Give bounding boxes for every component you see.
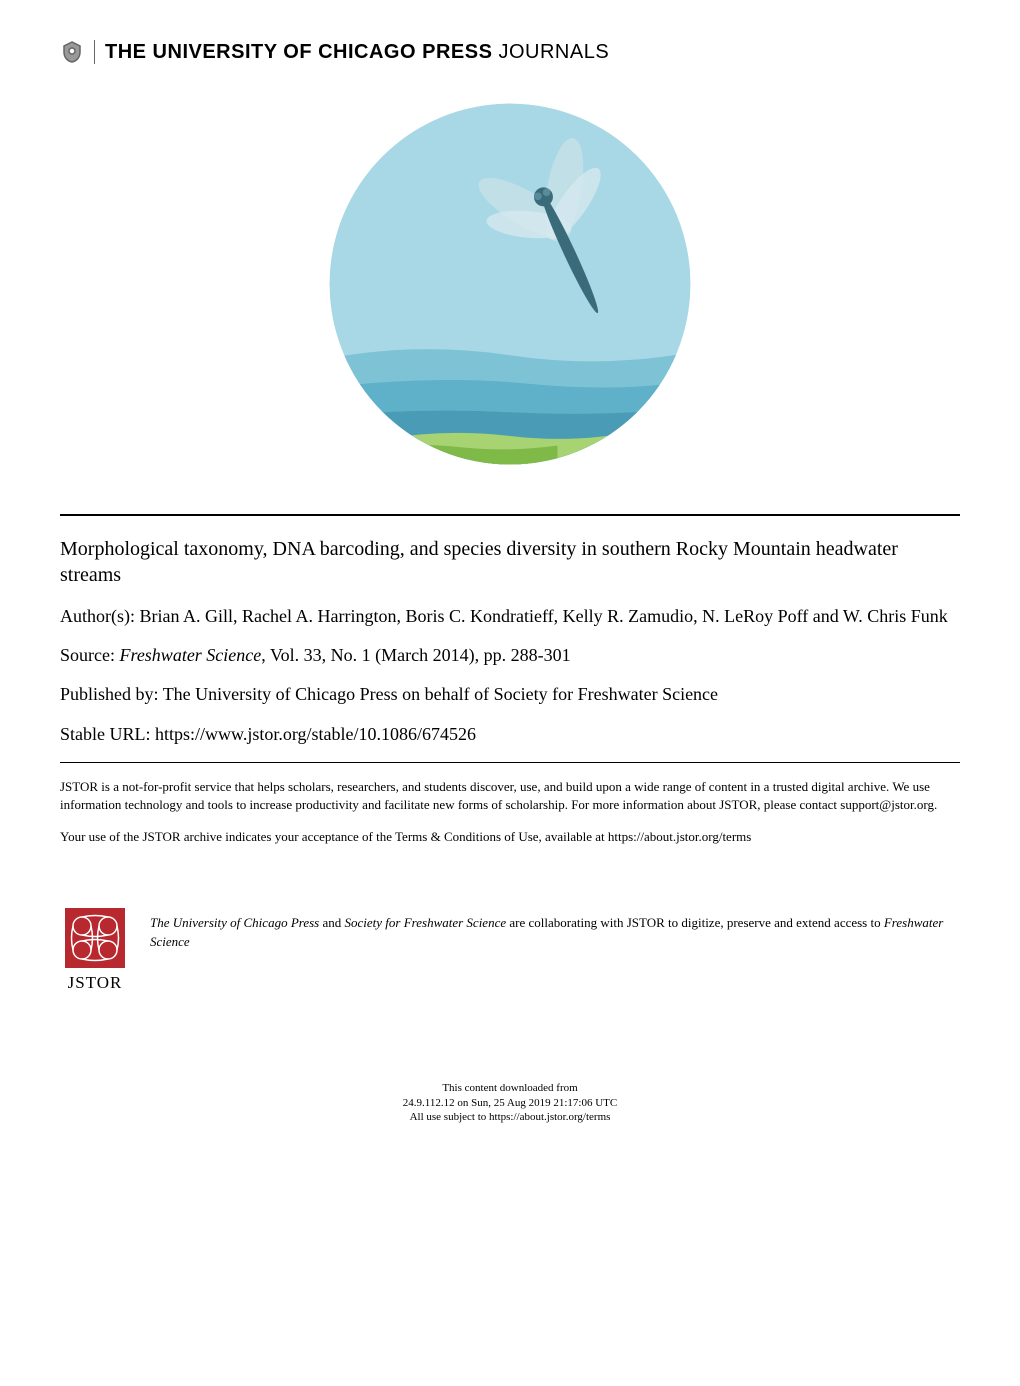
footer-line1: This content downloaded from [60,1081,960,1095]
authors-value: Brian A. Gill, Rachel A. Harrington, Bor… [140,606,948,626]
publisher-header: THE UNIVERSITY OF CHICAGO PRESS JOURNALS [60,40,960,64]
separator-mid [60,762,960,763]
divider [94,40,95,64]
published-by-value: The University of Chicago Press on behal… [163,684,718,704]
collab-publisher: The University of Chicago Press [150,915,319,930]
footer: This content downloaded from 24.9.112.12… [60,1081,960,1124]
footer-line2: 24.9.112.12 on Sun, 25 Aug 2019 21:17:06… [60,1096,960,1110]
svg-text:JSTOR: JSTOR [68,973,123,992]
collab-main: are collaborating with JSTOR to digitize… [506,915,884,930]
publisher-name-normal: JOURNALS [492,41,609,63]
published-by-row: Published by: The University of Chicago … [60,682,960,707]
stable-url-row: Stable URL: https://www.jstor.org/stable… [60,722,960,747]
source-journal: Freshwater Science [119,645,261,665]
source-details: , Vol. 33, No. 1 (March 2014), pp. 288-3… [261,645,570,665]
freshwater-science-cover-icon [320,94,700,474]
authors-row: Author(s): Brian A. Gill, Rachel A. Harr… [60,604,960,629]
publisher-name: THE UNIVERSITY OF CHICAGO PRESS JOURNALS [105,41,609,64]
collaboration-section: JSTOR The University of Chicago Press an… [60,906,960,1001]
jstor-description: JSTOR is a not-for-profit service that h… [60,778,960,814]
collab-and: and [319,915,344,930]
shield-icon [60,40,84,64]
publisher-name-bold: THE UNIVERSITY OF CHICAGO PRESS [105,41,492,63]
authors-label: Author(s): [60,606,140,626]
separator-top [60,514,960,516]
stable-url-label: Stable URL: [60,724,155,744]
source-row: Source: Freshwater Science, Vol. 33, No.… [60,643,960,668]
journal-cover [60,94,960,474]
article-title: Morphological taxonomy, DNA barcoding, a… [60,536,960,588]
collab-society: Society for Freshwater Science [345,915,507,930]
collaboration-text: The University of Chicago Press and Soci… [150,906,960,950]
published-by-label: Published by: [60,684,163,704]
jstor-logo-icon: JSTOR [60,906,130,996]
source-label: Source: [60,645,119,665]
jstor-terms: Your use of the JSTOR archive indicates … [60,828,960,846]
stable-url-value: https://www.jstor.org/stable/10.1086/674… [155,724,476,744]
jstor-logo: JSTOR [60,906,130,1001]
footer-line3: All use subject to https://about.jstor.o… [60,1110,960,1124]
